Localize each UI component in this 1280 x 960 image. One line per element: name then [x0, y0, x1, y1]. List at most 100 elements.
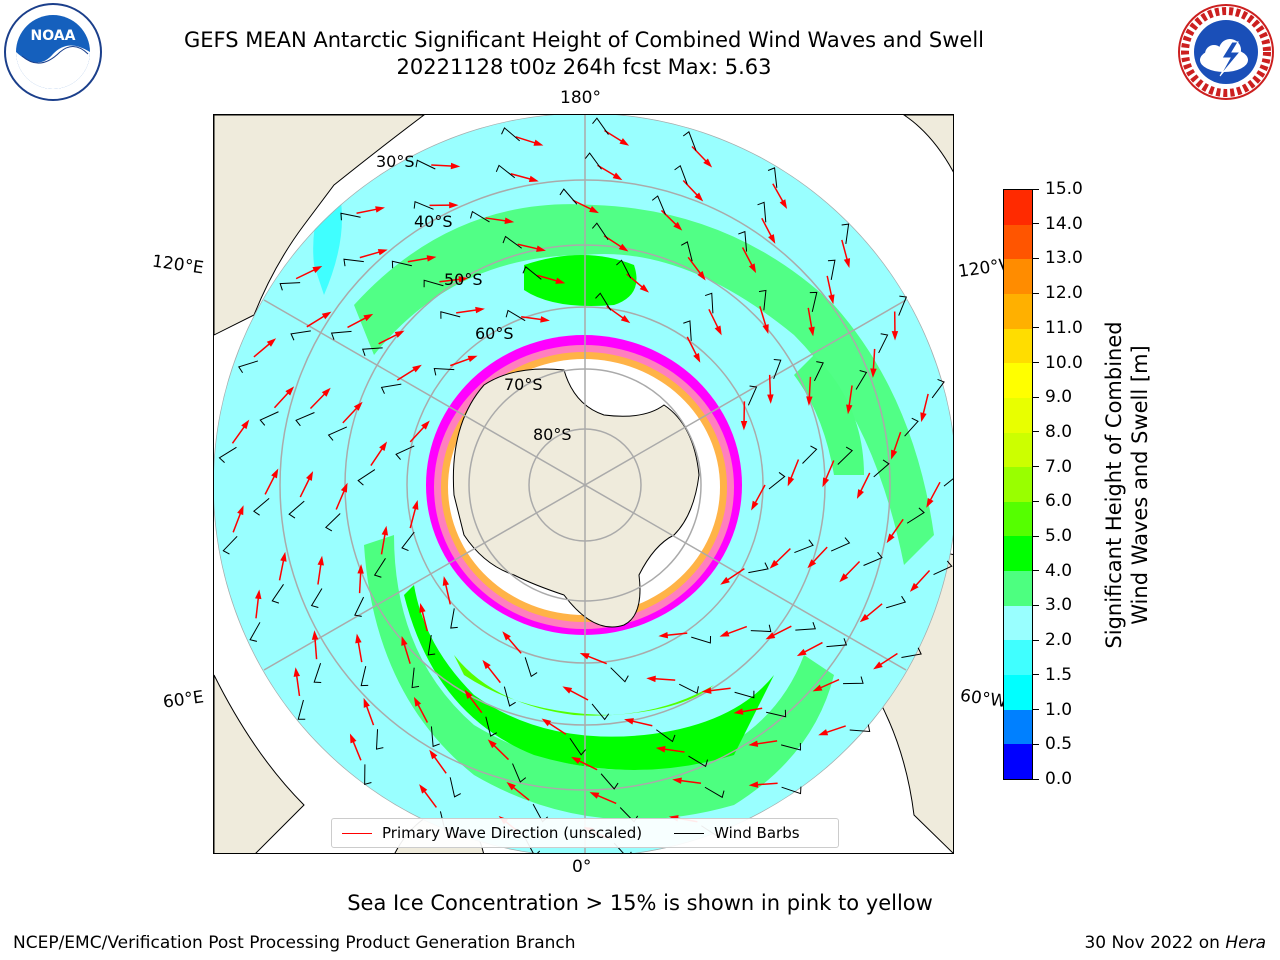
wind-barb [766, 709, 787, 718]
wind-barb [357, 469, 376, 486]
wave-arrow [922, 393, 929, 416]
wave-arrow [380, 532, 386, 555]
lon-label-60e: 60°E [161, 687, 206, 713]
wave-arrow [439, 278, 462, 283]
wave-arrow-head [846, 404, 853, 415]
footer-date-text: 30 Nov 2022 on [1084, 933, 1226, 953]
wave-arrow [511, 785, 530, 801]
wind-barb [501, 127, 521, 142]
wave-arrow-head [379, 441, 388, 452]
wind-barb [904, 417, 919, 437]
wind-barb [391, 260, 412, 269]
wave-arrow [708, 308, 720, 330]
wave-arrow-head [733, 708, 744, 715]
wind-barb [747, 385, 758, 406]
wave-arrow [725, 625, 748, 635]
wave-arrow-head [920, 412, 927, 423]
wave-arrow [407, 257, 430, 263]
wave-arrow-head [769, 559, 779, 569]
wave-arrow [422, 789, 438, 808]
wave-arrow-head [579, 652, 590, 660]
wave-arrow-head [412, 364, 422, 373]
wave-arrow [421, 609, 429, 632]
footer-machine: Hera [1225, 933, 1266, 953]
colorbar-label-line2: Wind Waves and Swell [m] [1128, 345, 1152, 625]
wave-arrow [278, 558, 285, 581]
wave-arrow-head [571, 756, 581, 764]
wave-arrow [416, 702, 429, 723]
wind-barb [502, 235, 522, 249]
wave-arrow [848, 385, 853, 408]
colorbar-bin [1004, 501, 1032, 537]
wave-arrow-head [285, 386, 295, 396]
wind-barb [841, 223, 850, 245]
wave-arrow [572, 199, 593, 211]
wave-arrow [824, 460, 835, 482]
wave-arrow-head [891, 449, 898, 460]
colorbar-bin [1004, 224, 1032, 260]
wave-arrow-head [280, 551, 287, 562]
wave-direction-swatch [342, 832, 372, 834]
wind-barb [704, 292, 714, 314]
wave-arrow-head [419, 602, 426, 613]
wind-barb [768, 472, 786, 490]
wave-arrow-head [536, 245, 546, 252]
wave-arrow [231, 424, 246, 444]
wave-arrow-head [589, 792, 600, 799]
wave-arrow [841, 239, 849, 262]
lat-label-40s: 40°S [414, 212, 453, 231]
wave-arrow-head [306, 471, 314, 481]
wave-arrow [521, 315, 544, 321]
wave-arrow-head [487, 739, 497, 749]
wind-barb [898, 295, 908, 316]
wind-barb [855, 370, 868, 390]
wave-band-4m [404, 585, 774, 770]
wave-arrow [872, 348, 876, 371]
wind-barb [748, 562, 769, 574]
antarctica [452, 368, 700, 628]
wave-arrow-head [421, 420, 430, 430]
wave-arrow-head [843, 258, 851, 268]
wind-barb [795, 621, 816, 631]
wave-arrow-head [540, 316, 550, 323]
wave-arrow [660, 209, 678, 227]
wave-arrow [682, 179, 699, 197]
wave-arrow-head [694, 192, 704, 202]
wave-arrow [351, 739, 362, 761]
chart-subtitle: 20221128 t00z 264h fcst Max: 5.63 [396, 55, 772, 79]
wave-arrow [409, 506, 417, 529]
wave-arrow [686, 336, 698, 357]
wave-arrow [456, 309, 479, 314]
wind-barb [450, 608, 458, 629]
wave-arrow [378, 333, 399, 345]
wave-arrow-head [475, 306, 485, 314]
colorbar-bin [1004, 397, 1032, 433]
chart-title: GEFS MEAN Antarctic Significant Height o… [183, 28, 985, 52]
wind-barb [249, 622, 261, 642]
colorbar-tick-label: 5.0 [1033, 526, 1072, 546]
wave-arrow [928, 481, 941, 502]
wind-barb [680, 241, 693, 262]
colorbar-tick-label: 7.0 [1033, 457, 1072, 477]
wave-arrow [357, 640, 363, 663]
wave-arrow-head [555, 277, 566, 284]
wave-arrow-head [312, 266, 323, 273]
wind-barb [259, 411, 279, 426]
wave-arrow [467, 694, 483, 714]
wind-barb [773, 359, 782, 380]
wind-barb [485, 716, 498, 737]
wind-barb [430, 726, 440, 748]
wave-arrow [914, 570, 931, 588]
wind-barb [794, 539, 814, 554]
wave-arrow-head [697, 271, 706, 281]
wave-arrow-head [293, 667, 301, 677]
wave-arrow [264, 474, 276, 495]
colorbar-tick-label: 10.0 [1033, 353, 1083, 373]
colorbar-bin [1004, 674, 1032, 710]
wave-arrow-head [412, 500, 419, 510]
colorbar-bin [1004, 189, 1032, 225]
wave-arrow-head [541, 718, 552, 727]
wave-arrow [450, 357, 472, 367]
wave-arrow [273, 391, 290, 409]
wave-arrow-head [658, 631, 669, 639]
